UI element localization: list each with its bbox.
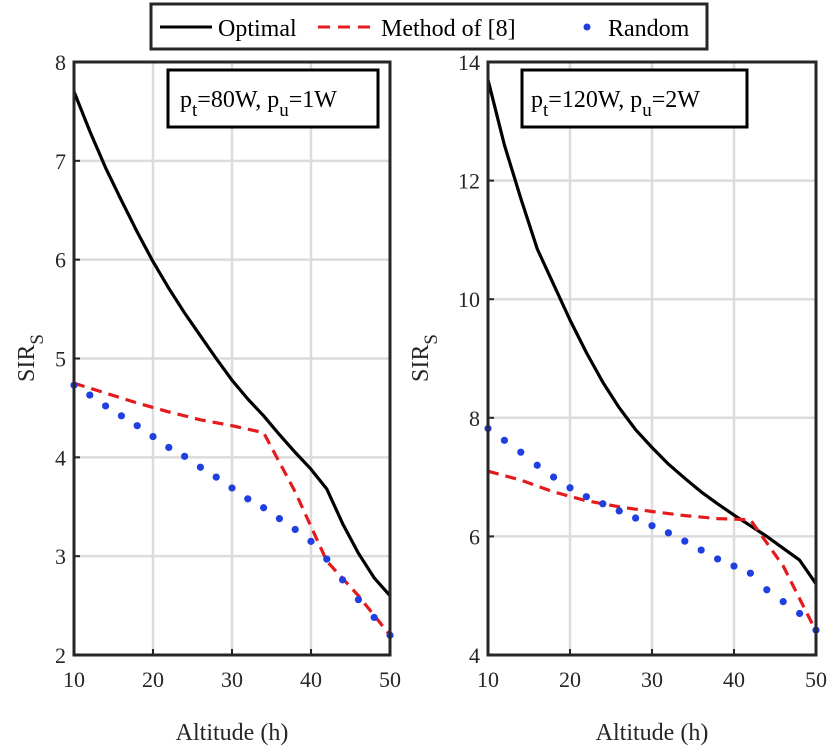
legend: Optimal Method of [8] Random (149, 2, 709, 51)
left-annotation-text: pt=80W, pu=1W (180, 87, 337, 121)
right-ytick-label-6: 6 (469, 524, 480, 549)
left-annotation: pt=80W, pu=1W (166, 68, 380, 129)
right-random-point (599, 500, 607, 508)
right-random-point (681, 537, 689, 545)
right-xtick-label-30: 30 (641, 667, 663, 692)
left-random-point (354, 596, 362, 604)
right-random-point (730, 562, 738, 570)
left-random-point (323, 555, 331, 563)
right-random-point (517, 448, 525, 456)
right-random-point (697, 546, 705, 554)
panel-left: 10 20 30 40 50 2 3 4 5 6 7 8 pt=80W, pu=1W Altitude… (14, 50, 401, 746)
right-ticks: 10 20 30 40 50 4 6 8 10 12 14 (458, 50, 827, 692)
right-x-axis-label: Altitude (h) (596, 720, 709, 746)
left-random-point (307, 537, 315, 545)
left-xtick-label-30: 30 (221, 667, 243, 692)
right-xtick-label-20: 20 (559, 667, 581, 692)
left-series-random (70, 381, 394, 639)
right-ytick-label-14: 14 (458, 50, 480, 75)
left-grid (74, 62, 390, 655)
left-series (70, 91, 394, 639)
left-ytick-label-8: 8 (55, 50, 66, 75)
left-ytick-label-7: 7 (55, 149, 66, 174)
left-random-point (149, 432, 157, 441)
left-y-axis-label: SIRS (14, 334, 48, 382)
right-random-point (796, 609, 804, 618)
left-annotation-box (166, 68, 380, 129)
right-y-axis-label: SIRS (408, 334, 442, 382)
right-xtick-label-10: 10 (477, 667, 499, 692)
left-ticks: 10 20 30 40 50 2 3 4 5 6 7 8 (55, 50, 401, 692)
left-series-optimal (72, 91, 392, 597)
left-random-point (370, 613, 378, 622)
right-random-point (566, 484, 574, 492)
left-random-point (102, 402, 110, 410)
left-random-point (133, 422, 141, 430)
left-ytick-label-5: 5 (55, 347, 66, 372)
right-random-point (648, 522, 656, 530)
left-xtick-label-40: 40 (300, 667, 322, 692)
right-random-point (500, 436, 508, 444)
left-random-point (117, 412, 125, 420)
right-random-point (779, 598, 787, 606)
left-random-point (181, 452, 189, 460)
legend-random-label: Random (608, 16, 690, 42)
right-series-method-of-8 (487, 469, 818, 633)
left-random-point (86, 391, 94, 399)
left-random-point (260, 504, 268, 512)
right-series-optimal (486, 79, 818, 585)
right-random-point (550, 473, 558, 481)
right-ytick-label-8: 8 (469, 406, 480, 431)
left-random-point (196, 463, 204, 471)
left-xtick-label-50: 50 (379, 667, 401, 692)
left-random-point (275, 515, 283, 523)
right-random-point (615, 507, 623, 515)
right-random-point (533, 461, 541, 469)
left-ytick-label-3: 3 (55, 544, 66, 569)
left-random-point (244, 495, 252, 503)
right-grid (488, 62, 816, 655)
right-random-point (664, 529, 673, 537)
panel-right: 10 20 30 40 50 4 6 8 10 12 14 pt=120W, pu=2W Altit… (408, 50, 827, 746)
left-ytick-label-2: 2 (55, 643, 66, 668)
legend-optimal-label: Optimal (218, 16, 297, 42)
right-annotation-box (520, 68, 749, 129)
legend-random-marker (583, 23, 591, 31)
left-ytick-label-6: 6 (55, 248, 66, 273)
right-random-point (632, 514, 640, 522)
right-annotation: pt=120W, pu=2W (520, 68, 749, 129)
right-random-point (763, 586, 771, 594)
right-annotation-text: pt=120W, pu=2W (531, 87, 700, 121)
legend-method-label: Method of [8] (381, 16, 516, 42)
right-random-point (582, 493, 591, 501)
right-random-point (714, 555, 722, 563)
left-random-point (212, 473, 220, 481)
right-ytick-label-4: 4 (469, 643, 480, 668)
left-xtick-label-10: 10 (63, 667, 85, 692)
right-series-random (484, 424, 820, 634)
right-xtick-label-50: 50 (805, 667, 827, 692)
left-random-point (228, 484, 236, 492)
left-x-axis-label: Altitude (h) (176, 720, 289, 746)
right-ytick-label-10: 10 (458, 287, 480, 312)
left-ytick-label-4: 4 (55, 445, 66, 470)
legend-box (149, 2, 709, 51)
right-xtick-label-40: 40 (723, 667, 745, 692)
left-random-point (339, 576, 347, 584)
left-xtick-label-20: 20 (142, 667, 164, 692)
right-ytick-label-12: 12 (458, 169, 480, 194)
right-random-point (746, 569, 755, 577)
left-series-method-of-8 (73, 381, 392, 637)
left-random-point (291, 525, 299, 534)
right-series (484, 79, 820, 634)
left-random-point (165, 443, 173, 452)
